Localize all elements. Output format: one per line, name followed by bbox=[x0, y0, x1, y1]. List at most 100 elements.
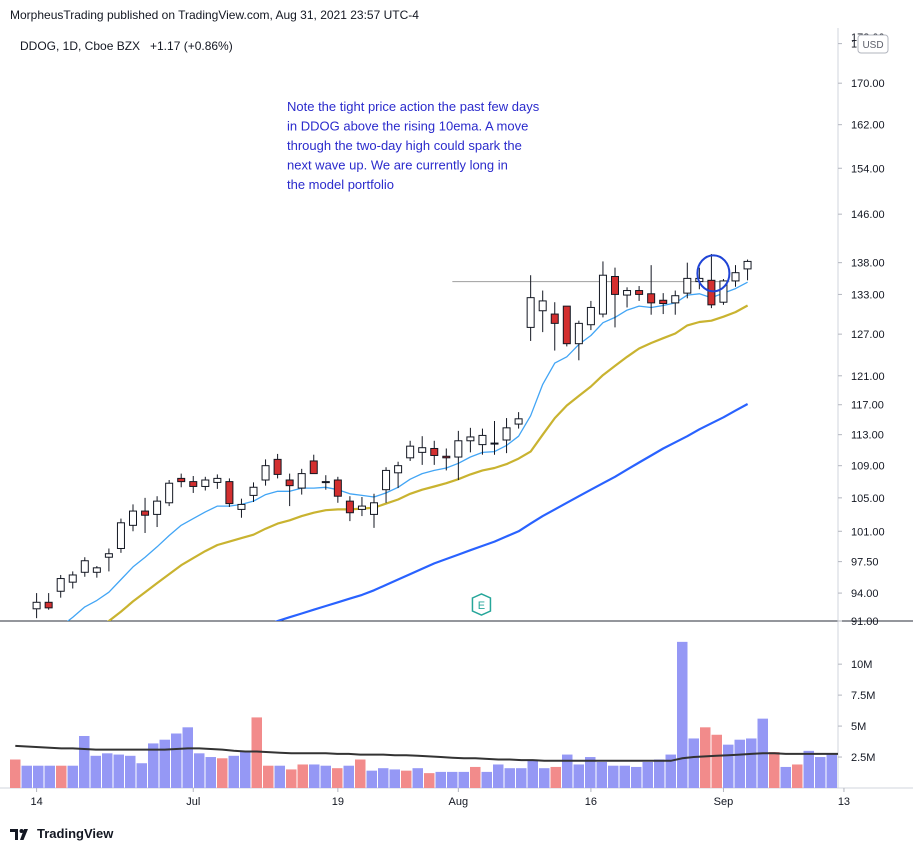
candle[interactable] bbox=[177, 473, 186, 488]
candle[interactable] bbox=[490, 421, 499, 455]
time-tick-label: Aug bbox=[449, 796, 469, 808]
candle[interactable] bbox=[394, 461, 403, 489]
candle[interactable] bbox=[562, 305, 571, 347]
volume-tick-label: 7.5M bbox=[851, 690, 875, 702]
candle-body-up bbox=[68, 574, 77, 583]
candle[interactable] bbox=[719, 279, 728, 305]
candle[interactable] bbox=[442, 448, 451, 471]
candle[interactable] bbox=[225, 478, 234, 507]
candle[interactable] bbox=[68, 571, 77, 589]
price-tick-label: 121.00 bbox=[851, 371, 885, 383]
price-tick-label: 133.00 bbox=[851, 289, 885, 301]
candle[interactable] bbox=[104, 548, 113, 572]
candle[interactable] bbox=[249, 482, 258, 502]
volume-bar bbox=[309, 764, 320, 788]
candle-body-up bbox=[466, 436, 475, 442]
candle[interactable] bbox=[743, 259, 752, 281]
candle[interactable] bbox=[357, 497, 366, 517]
volume-bar bbox=[366, 770, 377, 788]
volume-bar bbox=[263, 765, 274, 788]
candle[interactable] bbox=[707, 253, 716, 309]
candle[interactable] bbox=[285, 473, 294, 507]
price-axis[interactable]: 178.00170.00162.00154.00146.00138.00133.… bbox=[838, 32, 885, 628]
candle[interactable] bbox=[9, 623, 16, 640]
volume-bar bbox=[631, 766, 642, 788]
candle[interactable] bbox=[538, 290, 547, 333]
volume-bar bbox=[33, 765, 44, 788]
candle-body-down bbox=[189, 481, 198, 487]
annotation-line: next wave up. We are currently long in bbox=[287, 158, 508, 173]
candle[interactable] bbox=[273, 453, 282, 479]
candle[interactable] bbox=[201, 476, 210, 491]
candle[interactable] bbox=[370, 493, 378, 528]
candle[interactable] bbox=[321, 475, 330, 490]
candle[interactable] bbox=[333, 476, 342, 503]
candle[interactable] bbox=[514, 412, 523, 429]
price-tick-label: 127.00 bbox=[851, 329, 885, 341]
volume-bar bbox=[228, 755, 239, 788]
candle[interactable] bbox=[478, 428, 487, 455]
candle[interactable] bbox=[189, 476, 198, 493]
candle-body-up bbox=[153, 500, 162, 515]
candle[interactable] bbox=[526, 275, 535, 341]
candle[interactable] bbox=[56, 574, 65, 598]
candle[interactable] bbox=[32, 593, 41, 619]
circle-drawing[interactable] bbox=[696, 254, 731, 293]
candle[interactable] bbox=[611, 267, 619, 328]
candle[interactable] bbox=[647, 265, 656, 315]
candles[interactable] bbox=[9, 253, 752, 644]
candle[interactable] bbox=[502, 418, 511, 454]
candle[interactable] bbox=[153, 496, 162, 528]
candle[interactable] bbox=[80, 557, 89, 577]
candle[interactable] bbox=[574, 320, 583, 361]
candle[interactable] bbox=[141, 497, 150, 533]
volume-bar bbox=[435, 771, 446, 788]
highlight-circle[interactable] bbox=[696, 254, 731, 293]
volume-bar bbox=[734, 739, 745, 788]
candle[interactable] bbox=[44, 593, 53, 610]
candle[interactable] bbox=[598, 261, 607, 318]
volume-bar bbox=[527, 760, 538, 788]
chart-frame[interactable]: Note the tight price action the past few… bbox=[0, 28, 913, 823]
volume-bar bbox=[79, 735, 90, 788]
candle-body-up bbox=[514, 418, 523, 425]
earnings-marker[interactable]: E bbox=[471, 593, 492, 616]
candle[interactable] bbox=[116, 518, 125, 553]
candle[interactable] bbox=[731, 265, 740, 287]
candle[interactable] bbox=[382, 467, 391, 503]
candle[interactable] bbox=[345, 496, 354, 522]
candle[interactable] bbox=[466, 427, 475, 453]
volume-bar bbox=[251, 717, 262, 788]
candle[interactable] bbox=[454, 430, 463, 481]
candlestick-chart[interactable]: Note the tight price action the past few… bbox=[0, 28, 913, 818]
candle[interactable] bbox=[406, 440, 415, 461]
candle[interactable] bbox=[309, 454, 318, 475]
candle[interactable] bbox=[623, 287, 632, 308]
candle[interactable] bbox=[586, 300, 595, 331]
candle[interactable] bbox=[21, 625, 28, 644]
candle[interactable] bbox=[213, 474, 222, 489]
candle[interactable] bbox=[129, 504, 137, 532]
time-axis[interactable]: 14 Jul 19 Aug 16 Sep 13 bbox=[30, 788, 850, 808]
earnings-letter: E bbox=[478, 600, 485, 612]
candle-body-up bbox=[237, 503, 246, 510]
candle[interactable] bbox=[418, 436, 427, 465]
candle[interactable] bbox=[683, 262, 692, 299]
candle[interactable] bbox=[430, 440, 439, 465]
volume-bar bbox=[780, 766, 791, 788]
earnings-badge[interactable]: E bbox=[471, 593, 492, 616]
candle[interactable] bbox=[297, 468, 306, 495]
candle[interactable] bbox=[550, 302, 559, 351]
candle[interactable] bbox=[659, 293, 668, 315]
candle-body-up bbox=[9, 629, 16, 638]
candle[interactable] bbox=[92, 566, 101, 578]
candle[interactable] bbox=[635, 286, 644, 301]
candle[interactable] bbox=[237, 498, 246, 518]
candle[interactable] bbox=[165, 480, 174, 507]
candle[interactable] bbox=[261, 459, 270, 486]
currency-badge[interactable]: USD bbox=[857, 34, 889, 54]
annotation-line: the model portfolio bbox=[287, 177, 394, 192]
volume-bar bbox=[217, 758, 228, 788]
volume-bar bbox=[769, 752, 780, 788]
candle[interactable] bbox=[671, 290, 680, 315]
